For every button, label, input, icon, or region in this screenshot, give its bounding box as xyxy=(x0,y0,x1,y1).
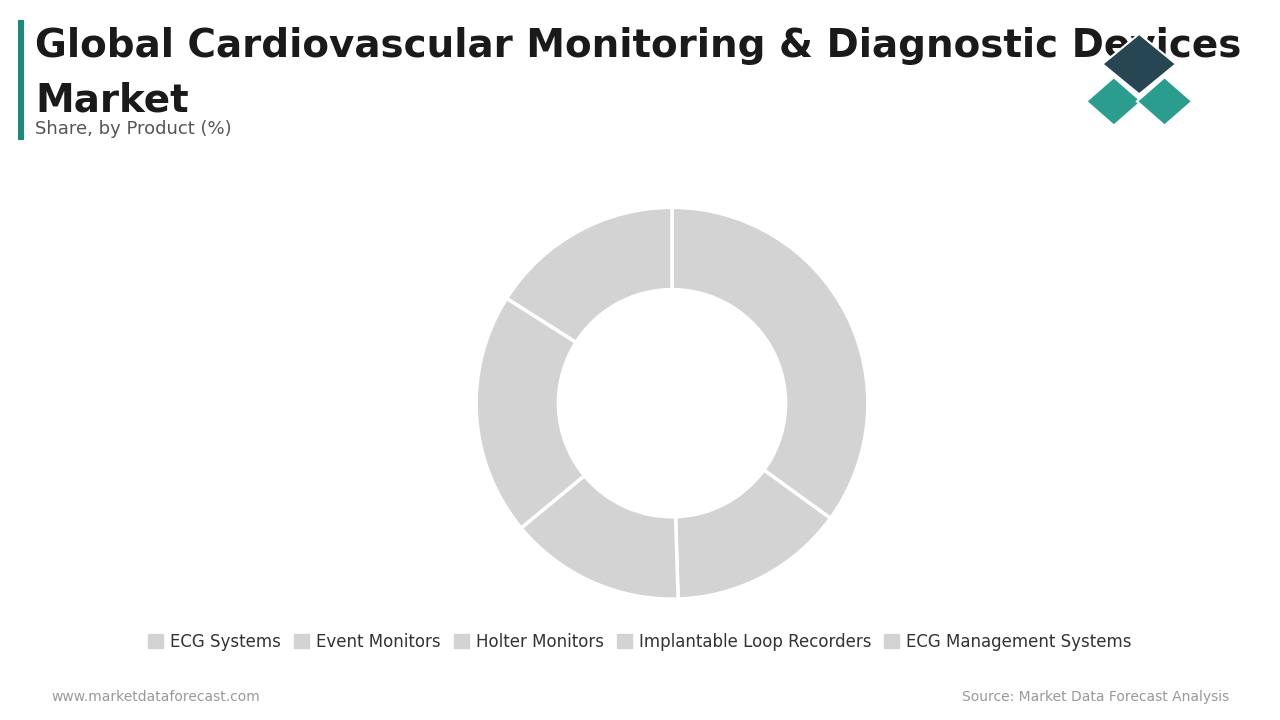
Wedge shape xyxy=(672,207,868,518)
Text: www.marketdataforecast.com: www.marketdataforecast.com xyxy=(51,690,260,704)
Legend: ECG Systems, Event Monitors, Holter Monitors, Implantable Loop Recorders, ECG Ma: ECG Systems, Event Monitors, Holter Moni… xyxy=(142,626,1138,657)
Wedge shape xyxy=(507,207,672,342)
FancyBboxPatch shape xyxy=(18,20,24,140)
Text: Global Cardiovascular Monitoring & Diagnostic Devices: Global Cardiovascular Monitoring & Diagn… xyxy=(35,27,1242,65)
Polygon shape xyxy=(1087,77,1142,125)
Text: Market: Market xyxy=(35,82,188,120)
Wedge shape xyxy=(476,298,585,528)
Wedge shape xyxy=(676,470,831,599)
Text: Share, by Product (%): Share, by Product (%) xyxy=(35,120,232,138)
Wedge shape xyxy=(521,476,678,599)
Text: Source: Market Data Forecast Analysis: Source: Market Data Forecast Analysis xyxy=(961,690,1229,704)
Polygon shape xyxy=(1137,77,1192,125)
Polygon shape xyxy=(1102,34,1176,94)
